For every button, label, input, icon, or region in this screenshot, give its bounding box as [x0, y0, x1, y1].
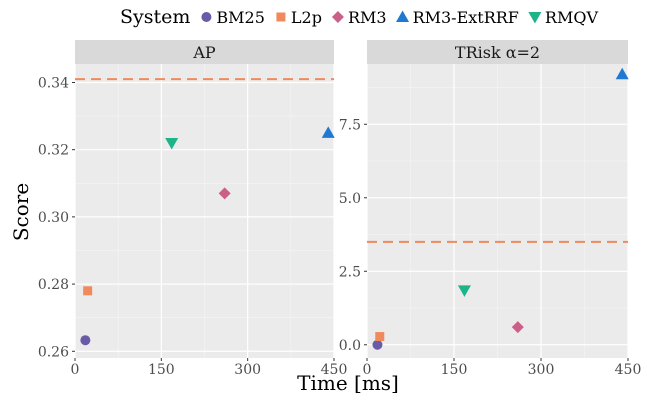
legend-label-rm3: RM3: [348, 8, 387, 27]
x-tick-label: 450: [321, 362, 348, 378]
panel-trisk-2: TRisk α=2 0 150 300 450 0.0 2.5 5.0 7.5: [339, 40, 642, 378]
point-rm3-extrrf: [615, 67, 629, 80]
point-bm25: [372, 339, 383, 350]
x-axis-title: Time [ms]: [297, 371, 399, 395]
legend-label-l2p: L2p: [291, 8, 322, 27]
legend-key-rmqv: [528, 12, 542, 24]
y-tick-label: 0.28: [38, 277, 69, 293]
legend-label-rm3-extrrf: RM3-ExtRRF: [413, 8, 519, 27]
point-rmqv: [165, 137, 179, 150]
legend-key-rm3-extrrf: [396, 10, 410, 22]
legend-label-rmqv: RMQV: [545, 8, 599, 27]
y-tick-label: 2.5: [339, 264, 361, 280]
x-tick-label: 450: [615, 362, 642, 378]
x-tick-label: 150: [441, 362, 468, 378]
point-rm3: [218, 187, 231, 200]
panel-ap: AP 0 150 300 450 0.26 0.28 0.30 0.32 0.34: [38, 40, 348, 378]
y-tick-label: 0.30: [38, 210, 69, 226]
y-tick-label: 0.0: [339, 338, 361, 354]
x-tick-label: 300: [234, 362, 261, 378]
y-tick-label: 5.0: [339, 191, 361, 207]
point-rm3: [511, 321, 524, 334]
point-l2p: [83, 286, 93, 296]
panel-title: TRisk α=2: [455, 43, 540, 62]
y-axis-title: Score: [9, 183, 33, 241]
x-tick-label: 0: [71, 362, 80, 378]
panel-strip: [75, 40, 334, 64]
panel-title: AP: [192, 43, 216, 62]
point-l2p: [375, 332, 385, 342]
legend-title: System: [120, 6, 190, 28]
legend-key-bm25: [201, 12, 212, 22]
x-tick-label: 150: [148, 362, 175, 378]
point-rm3-extrrf: [321, 126, 335, 138]
y-tick-label: 0.26: [38, 344, 69, 360]
legend-key-rm3: [331, 11, 344, 23]
y-tick-label: 0.34: [38, 75, 69, 91]
panel-strip: [367, 40, 628, 64]
point-bm25: [80, 335, 91, 346]
legend: System BM25 L2p RM3 RM3-ExtRRF RMQV: [120, 6, 598, 28]
y-tick-label: 0.32: [38, 143, 69, 159]
panels: AP 0 150 300 450 0.26 0.28 0.30 0.32 0.34 TRisk α=…: [38, 40, 642, 378]
legend-label-bm25: BM25: [216, 8, 265, 27]
x-tick-label: 0: [363, 362, 372, 378]
point-rmqv: [457, 285, 471, 297]
x-tick-label: 300: [528, 362, 555, 378]
y-tick-label: 7.5: [339, 117, 361, 133]
legend-key-l2p: [276, 12, 286, 22]
